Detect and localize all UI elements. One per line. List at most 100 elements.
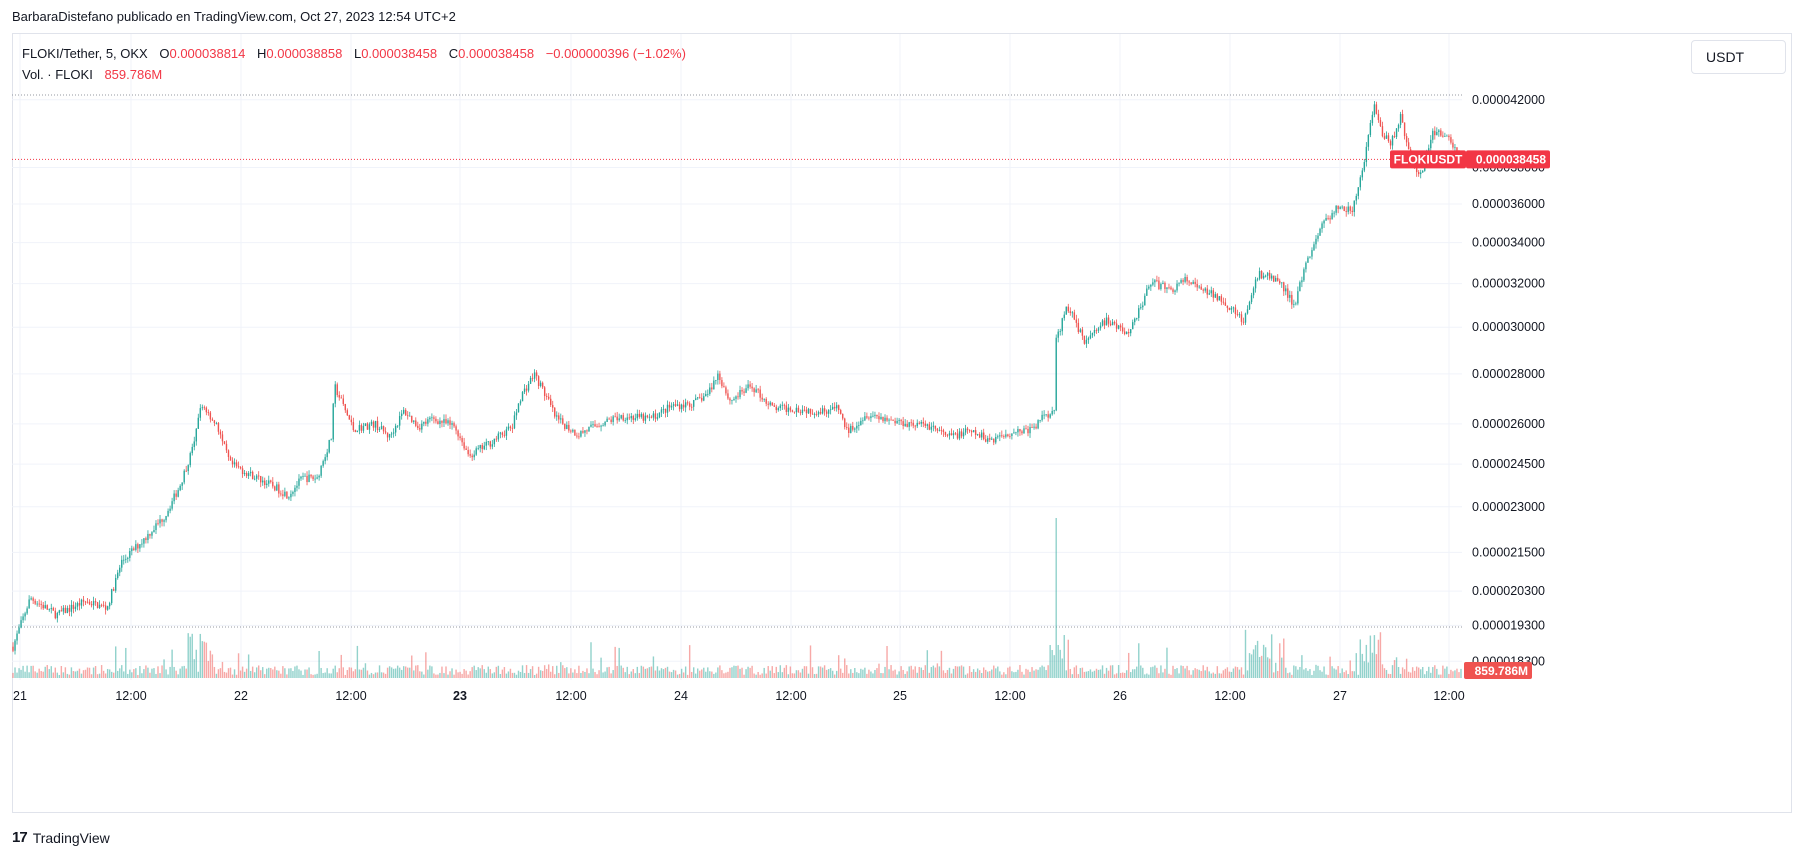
volume-bar <box>292 670 294 678</box>
volume-bar <box>580 672 582 678</box>
candle-body <box>1015 432 1017 434</box>
candle-body <box>173 493 175 502</box>
candle-body <box>264 480 266 485</box>
candle-body <box>1313 244 1315 251</box>
volume-bar <box>1403 669 1406 678</box>
candle-body <box>1007 434 1009 436</box>
candle-body <box>1121 327 1124 332</box>
footer-brand[interactable]: TradingView <box>32 829 110 846</box>
x-tick-label: 24 <box>674 689 688 703</box>
volume-label[interactable]: Vol. · FLOKI <box>22 67 93 82</box>
volume-bar <box>1216 666 1219 678</box>
volume-bar <box>628 674 630 678</box>
candle-body <box>1216 294 1219 301</box>
volume-bar <box>441 666 443 678</box>
currency-button[interactable]: USDT <box>1691 40 1786 74</box>
volume-bar <box>1260 655 1263 678</box>
volume-bar <box>199 633 202 678</box>
volume-bar <box>1351 671 1353 678</box>
candle-body <box>942 430 945 432</box>
candle-body <box>304 475 306 477</box>
candle-body <box>1162 282 1164 285</box>
volume-bar <box>1446 666 1448 678</box>
volume-bar <box>207 660 210 678</box>
candle-body <box>527 383 530 391</box>
volume-bar <box>1097 669 1100 678</box>
volume-bar <box>932 665 935 678</box>
candle-body <box>483 445 485 450</box>
volume-bar <box>763 667 765 678</box>
candle-body <box>396 425 399 427</box>
candle-body <box>374 420 377 428</box>
volume-bar <box>64 667 67 678</box>
volume-bar <box>181 666 183 678</box>
volume-bar <box>1311 674 1313 678</box>
symbol-label[interactable]: FLOKI/Tether, 5, OKX <box>22 46 148 61</box>
volume-bar <box>539 670 542 678</box>
candle-body <box>550 398 552 405</box>
volume-bar <box>948 667 951 678</box>
candle-body <box>1204 288 1206 291</box>
volume-bar <box>80 673 83 678</box>
candle-body <box>594 424 596 427</box>
volume-bar <box>692 667 695 678</box>
volume-bar <box>159 673 161 678</box>
candle-body <box>1178 282 1180 284</box>
candle-body <box>1349 206 1351 211</box>
volume-bar <box>1285 667 1287 678</box>
candle-body <box>864 416 866 421</box>
volume-bar <box>1389 674 1392 678</box>
volume-bar <box>1025 668 1027 678</box>
volume-bar <box>479 668 481 678</box>
volume-bar <box>1140 665 1142 678</box>
candle-body <box>24 613 26 617</box>
volume-bar <box>1067 639 1069 678</box>
volume-bar <box>298 669 300 678</box>
candle-body <box>884 417 886 422</box>
volume-bar <box>840 668 842 678</box>
volume-bar <box>233 669 236 678</box>
candle-body <box>413 420 415 422</box>
candle-body <box>40 603 42 605</box>
volume-bar <box>936 663 939 678</box>
candle-body <box>755 389 757 393</box>
volume-bar <box>688 645 691 678</box>
tradingview-logo-icon[interactable]: 17 <box>12 829 28 846</box>
volume-bar <box>1059 649 1061 678</box>
candle-body <box>856 425 858 429</box>
candle-body <box>610 419 612 422</box>
volume-bar <box>304 669 306 678</box>
candle-body <box>956 433 959 439</box>
volume-bar <box>1363 661 1366 678</box>
candle-body <box>461 438 463 443</box>
candle-body <box>1252 288 1255 296</box>
candle-body <box>823 408 826 412</box>
y-tick-label: 0.000024500 <box>1472 457 1545 471</box>
volume-bar <box>312 674 314 678</box>
volume-bar <box>795 670 798 678</box>
volume-bar <box>501 669 504 678</box>
volume-bar <box>1065 670 1067 678</box>
volume-bar <box>1349 660 1351 678</box>
candle-body <box>139 544 141 549</box>
volume-bar <box>282 666 284 678</box>
candle-body <box>54 610 57 619</box>
candle-body <box>195 428 197 442</box>
volume-bar <box>215 673 218 678</box>
volume-bar <box>852 672 854 678</box>
candle-body <box>1293 304 1295 305</box>
candle-body <box>894 420 896 424</box>
volume-bar <box>1083 671 1086 678</box>
candle-body <box>1103 320 1106 326</box>
volume-bar <box>90 674 93 678</box>
volume-bar <box>1385 669 1388 678</box>
volume-bar <box>705 671 707 678</box>
candle-body <box>1351 210 1353 212</box>
volume-bar <box>995 668 997 678</box>
candle-body <box>1071 312 1074 314</box>
volume-bar <box>568 673 570 678</box>
candle-body <box>713 380 715 390</box>
candle-body <box>545 396 548 397</box>
candle-body <box>1456 147 1458 152</box>
